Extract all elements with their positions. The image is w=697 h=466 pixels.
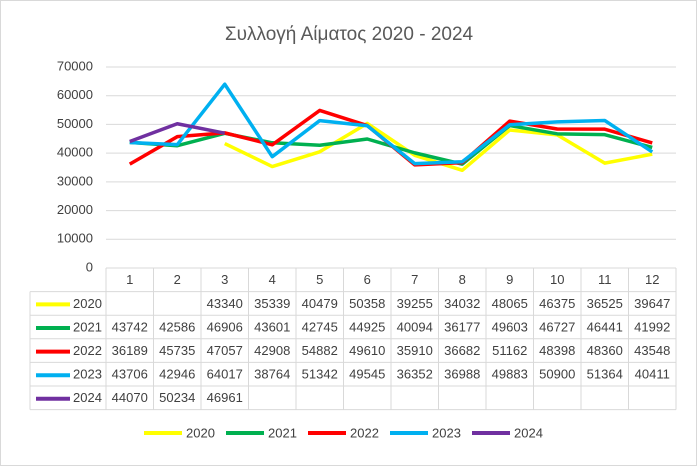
table-cell: 39647 xyxy=(634,296,670,311)
table-cell: 35910 xyxy=(397,343,433,358)
table-row-label: 2024 xyxy=(73,390,102,405)
x-tick-label: 3 xyxy=(221,272,228,287)
table-cell: 50900 xyxy=(539,367,575,382)
table-cell: 36988 xyxy=(444,367,480,382)
legend-label: 2021 xyxy=(268,425,297,440)
table-cell: 51364 xyxy=(587,367,623,382)
table-cell: 36525 xyxy=(587,296,623,311)
table-cell: 36352 xyxy=(397,367,433,382)
table-cell: 51342 xyxy=(302,367,338,382)
table-cell: 51162 xyxy=(492,343,527,358)
x-tick-label: 4 xyxy=(269,272,276,287)
x-tick-label: 1 xyxy=(126,272,133,287)
table-cell: 64017 xyxy=(207,367,243,382)
legend-label: 2020 xyxy=(186,425,215,440)
legend-label: 2023 xyxy=(432,425,461,440)
table-cell: 36189 xyxy=(112,343,148,358)
table-cell: 46727 xyxy=(539,319,575,334)
table-cell: 44925 xyxy=(349,319,385,334)
series-line xyxy=(129,82,654,166)
x-tick-label: 6 xyxy=(364,272,371,287)
table-row-label: 2022 xyxy=(73,343,102,358)
x-tick-label: 11 xyxy=(598,272,612,287)
table-cell: 42946 xyxy=(159,367,195,382)
table-cell: 39255 xyxy=(397,296,433,311)
y-tick-label: 20000 xyxy=(57,202,93,217)
table-cell: 43706 xyxy=(112,367,148,382)
table-cell: 46375 xyxy=(539,296,575,311)
table-cell: 49610 xyxy=(349,343,385,358)
table-cell: 49545 xyxy=(349,367,385,382)
table-cell: 47057 xyxy=(207,343,243,358)
table-cell: 35339 xyxy=(254,296,290,311)
table-cell: 49603 xyxy=(492,319,528,334)
y-tick-label: 40000 xyxy=(57,145,93,160)
table-row-label: 2020 xyxy=(73,296,102,311)
y-tick-label: 30000 xyxy=(57,173,93,188)
table-cell: 40479 xyxy=(302,296,338,311)
y-tick-label: 50000 xyxy=(57,116,93,131)
x-tick-label: 8 xyxy=(459,272,466,287)
table-cell: 44070 xyxy=(112,390,148,405)
table-cell: 48065 xyxy=(492,296,528,311)
table-row-label: 2023 xyxy=(73,367,102,382)
table-cell: 42586 xyxy=(159,319,195,334)
table-cell: 49883 xyxy=(492,367,528,382)
x-tick-label: 9 xyxy=(506,272,513,287)
table-cell: 43548 xyxy=(634,343,670,358)
table-cell: 40411 xyxy=(635,367,670,382)
x-tick-label: 10 xyxy=(550,272,564,287)
table-cell: 54882 xyxy=(302,343,338,358)
table-cell: 42908 xyxy=(254,343,290,358)
table-row-label: 2021 xyxy=(73,319,102,334)
table-cell: 34032 xyxy=(444,296,480,311)
table-cell: 36177 xyxy=(444,319,480,334)
table-cell: 41992 xyxy=(634,319,670,334)
x-tick-label: 5 xyxy=(316,272,323,287)
table-cell: 45735 xyxy=(159,343,195,358)
y-tick-label: 60000 xyxy=(57,87,93,102)
table-cell: 43742 xyxy=(112,319,148,334)
table-cell: 43601 xyxy=(254,319,290,334)
table-cell: 48360 xyxy=(587,343,623,358)
x-tick-label: 12 xyxy=(645,272,659,287)
table-cell: 46961 xyxy=(207,390,243,405)
table-cell: 36682 xyxy=(444,343,480,358)
table-cell: 38764 xyxy=(254,367,290,382)
table-cell: 50358 xyxy=(349,296,385,311)
table-cell: 43340 xyxy=(207,296,243,311)
legend-label: 2024 xyxy=(514,425,543,440)
table-cell: 40094 xyxy=(397,319,433,334)
table-cell: 50234 xyxy=(159,390,195,405)
table-cell: 46441 xyxy=(587,319,623,334)
y-tick-label: 0 xyxy=(86,259,93,274)
table-cell: 46906 xyxy=(207,319,243,334)
x-tick-label: 7 xyxy=(411,272,418,287)
legend-label: 2022 xyxy=(350,425,379,440)
table-cell: 48398 xyxy=(539,343,575,358)
table-cell: 42745 xyxy=(302,319,338,334)
chart-title: Συλλογή Αίματος 2020 - 2024 xyxy=(225,24,474,45)
series-line xyxy=(129,122,226,144)
y-tick-label: 70000 xyxy=(57,58,93,73)
x-tick-label: 2 xyxy=(174,272,181,287)
y-tick-label: 10000 xyxy=(57,231,93,246)
